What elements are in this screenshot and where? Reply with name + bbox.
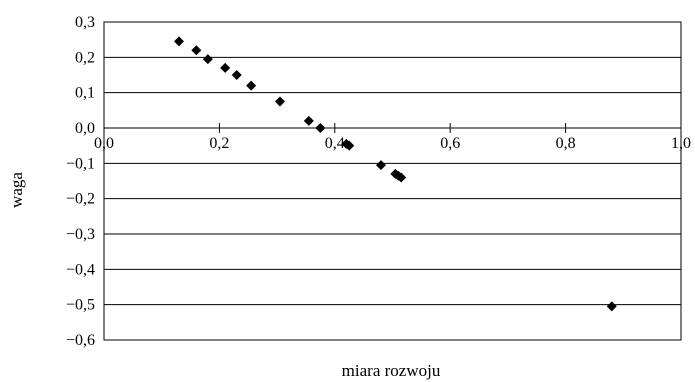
y-tick-label: 0,1: [75, 85, 95, 102]
data-point: [246, 80, 257, 91]
x-tick-label: 0,4: [325, 135, 345, 152]
y-tick-label: 0,3: [75, 14, 95, 31]
data-point: [174, 36, 185, 47]
data-point: [606, 301, 617, 312]
data-point: [303, 115, 314, 126]
x-tick-label: 1,0: [671, 135, 691, 152]
y-tick-label: −0,2: [66, 191, 95, 208]
y-tick-label: −0,6: [66, 332, 95, 349]
y-tick-label: −0,4: [66, 261, 95, 278]
y-axis-title: waga: [7, 172, 26, 208]
plot-area-frame: [103, 21, 682, 341]
y-tick-label: −0,1: [66, 155, 95, 172]
x-axis-tick-labels: 0,0 0,2 0,4 0,6 0,8 1,0: [94, 135, 691, 152]
data-point: [231, 70, 242, 80]
x-tick-label: 0,8: [556, 135, 576, 152]
data-point: [396, 172, 407, 183]
data-point: [202, 54, 213, 65]
data-point: [315, 123, 326, 133]
data-point: [191, 45, 202, 56]
data-point: [375, 160, 386, 171]
axes: [103, 123, 682, 133]
x-axis-title: miara rozwoju: [342, 361, 441, 380]
x-tick-label: 0,0: [94, 135, 114, 152]
y-tick-label: −0,3: [66, 226, 95, 243]
data-point: [274, 96, 285, 107]
y-axis-tick-labels: 0,3 0,2 0,1 0,0 −0,1 −0,2 −0,3 −0,4 −0,5 −0,6: [66, 14, 95, 349]
x-tick-label: 0,6: [440, 135, 460, 152]
data-point: [344, 140, 355, 151]
y-tick-label: 0,0: [75, 120, 95, 137]
data-points: [174, 36, 617, 312]
y-tick-label: −0,5: [66, 297, 95, 314]
gridlines: [104, 21, 681, 341]
y-tick-label: 0,2: [75, 49, 95, 66]
x-tick-label: 0,2: [209, 135, 229, 152]
data-point: [220, 62, 231, 73]
